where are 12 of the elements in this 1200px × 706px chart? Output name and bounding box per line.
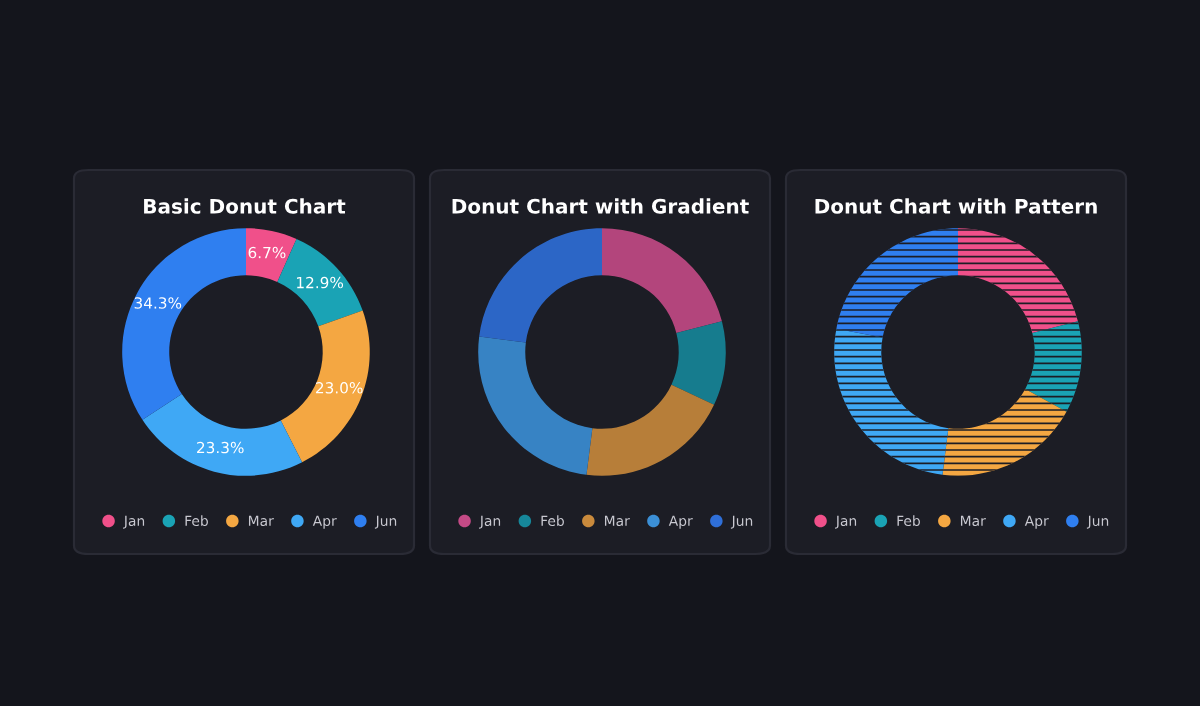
donut-slice: [280, 310, 370, 463]
donut-slice: [586, 384, 715, 476]
chart-title: Donut Chart with Pattern: [815, 198, 1097, 214]
donut-slice: [602, 228, 722, 333]
chart-title: Donut Chart with Gradient: [452, 198, 749, 214]
donut-slice: [478, 336, 593, 475]
chart-title: Basic Donut Chart: [144, 198, 346, 214]
donut-slice: [246, 228, 297, 282]
donut-slice: [671, 321, 726, 405]
donut-slice: [479, 228, 602, 343]
donut-slice: [122, 228, 246, 420]
donut-slice: [142, 394, 303, 476]
